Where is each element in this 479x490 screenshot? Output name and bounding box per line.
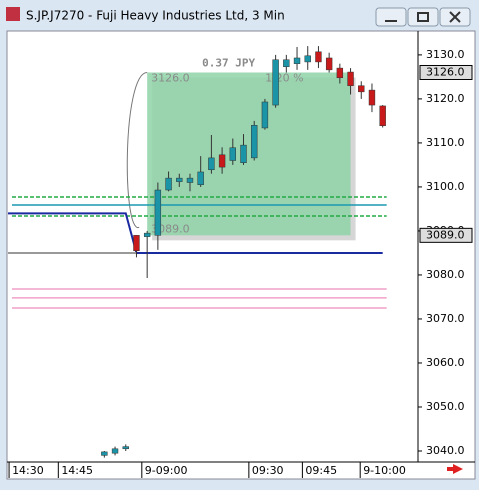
app-icon	[6, 7, 20, 21]
candle-body	[208, 157, 215, 171]
y-tick-label: 3130.0	[426, 48, 465, 61]
candle-body	[251, 125, 258, 159]
candle-body	[143, 232, 151, 237]
x-tick-label: 09:30	[252, 464, 284, 477]
candle-body	[368, 89, 376, 106]
scroll-arrow[interactable]	[447, 464, 463, 474]
measure-to-label: 3126.0	[151, 71, 190, 84]
x-tick-label: 14:45	[61, 464, 93, 477]
candle-body	[261, 101, 269, 129]
price-marker	[419, 64, 473, 80]
candle-body	[293, 57, 301, 64]
candle-body	[165, 177, 172, 191]
candle-body	[133, 235, 140, 251]
candle-body	[315, 51, 322, 63]
candle-body	[229, 147, 236, 161]
window-title: S.JP.J7270 - Fuji Heavy Industries Ltd, …	[26, 9, 285, 23]
candle-body	[358, 85, 365, 93]
candle-body	[336, 67, 344, 79]
x-tick-label: 09:45	[305, 464, 337, 477]
price-marker	[419, 227, 473, 243]
y-tick-label: 3070.0	[426, 312, 465, 325]
price-marker-label: 3089.0	[426, 228, 465, 241]
candle-body	[218, 154, 226, 168]
candle-body	[379, 105, 386, 126]
measure-percent: 1.20 %	[265, 71, 303, 84]
candle-body	[122, 446, 129, 450]
x-tick-label: 9-09:00	[145, 464, 188, 477]
price-marker-label: 3126.0	[426, 65, 465, 78]
y-tick-label: 3100.0	[426, 180, 465, 193]
candle-body	[347, 71, 354, 86]
y-tick-label: 3110.0	[426, 136, 465, 149]
candle-body	[283, 59, 290, 68]
x-tick-label: 9-10:00	[363, 464, 406, 477]
candle-body	[154, 189, 162, 236]
minimize-button[interactable]	[375, 7, 407, 27]
candle-body	[197, 171, 204, 185]
candle-body	[186, 177, 194, 183]
candle-body	[101, 451, 108, 456]
measure-change: 0.37 JPY	[202, 56, 255, 69]
y-tick-label: 3080.0	[426, 268, 465, 281]
y-tick-label: 3050.0	[426, 400, 465, 413]
y-tick-label: 3120.0	[426, 92, 465, 105]
candle-body	[240, 144, 247, 163]
y-tick-label: 3060.0	[426, 356, 465, 369]
x-tick-label: 14:30	[12, 464, 44, 477]
measure-bracket	[126, 71, 148, 228]
measure-box	[147, 72, 351, 236]
candle-body	[272, 59, 279, 106]
y-tick-label: 3040.0	[426, 444, 465, 457]
candle-body	[176, 177, 183, 182]
candle-body	[325, 57, 333, 71]
candle-body	[304, 55, 311, 63]
indicator-line	[8, 212, 383, 254]
candle-body	[111, 448, 119, 454]
maximize-button[interactable]	[407, 7, 439, 27]
